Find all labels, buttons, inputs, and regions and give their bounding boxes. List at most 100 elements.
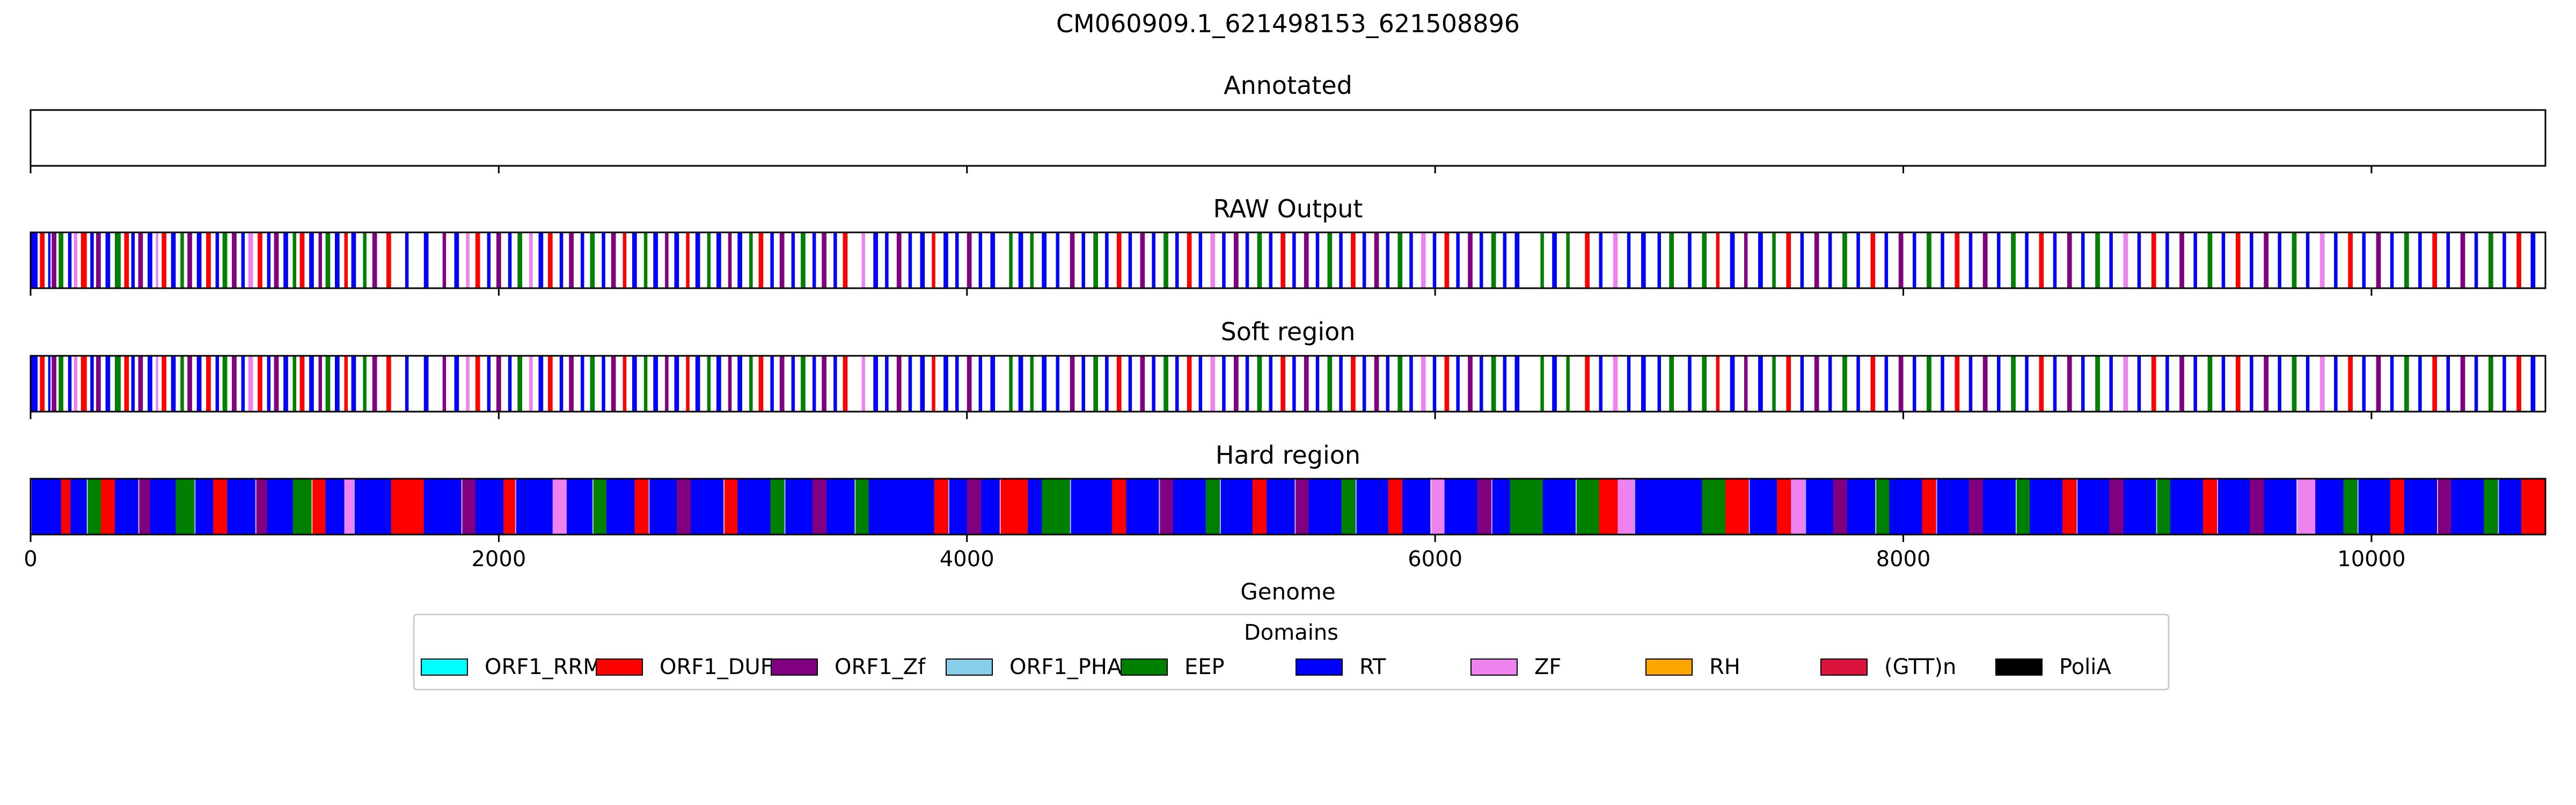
domain-segment xyxy=(695,232,700,288)
domain-segment xyxy=(1491,356,1496,412)
domain-block xyxy=(138,479,150,535)
domain-segment xyxy=(559,356,564,412)
domain-segment xyxy=(2165,232,2169,288)
domain-segment xyxy=(885,232,889,288)
block-separator xyxy=(1219,479,1221,535)
domain-segment xyxy=(1315,232,1320,288)
domain-segment xyxy=(283,232,288,288)
domain-segment xyxy=(943,356,948,412)
domain-segment xyxy=(180,356,184,412)
domain-block xyxy=(634,479,649,535)
domain-segment xyxy=(1657,356,1661,412)
block-separator xyxy=(2437,479,2438,535)
domain-segment xyxy=(1540,232,1544,288)
domain-segment xyxy=(932,356,935,412)
domain-segment xyxy=(1814,356,1819,412)
domain-segment xyxy=(131,232,135,288)
domain-block xyxy=(2217,479,2250,535)
domain-segment xyxy=(990,232,996,288)
domain-segment xyxy=(1456,356,1460,412)
domain-block xyxy=(353,479,392,535)
domain-segment xyxy=(423,232,429,288)
panel-ticks-raw-output xyxy=(30,288,2373,296)
domain-segment xyxy=(2530,356,2536,412)
domain-segment xyxy=(1800,232,1804,288)
domain-block xyxy=(1922,479,1937,535)
domain-segment xyxy=(1444,356,1450,412)
domain-segment xyxy=(454,356,459,412)
domain-segment xyxy=(632,232,637,288)
domain-block xyxy=(2357,479,2391,535)
domain-segment xyxy=(335,356,340,412)
domain-segment xyxy=(372,232,377,288)
domain-segment xyxy=(1613,356,1618,412)
panel-soft-region: Soft region xyxy=(30,317,2546,419)
domain-block xyxy=(999,479,1028,535)
legend-label: RH xyxy=(1709,655,1740,679)
domain-segment xyxy=(318,356,322,412)
domain-segment xyxy=(1856,232,1860,288)
domain-block xyxy=(255,479,268,535)
domain-segment xyxy=(1128,232,1132,288)
domain-segment xyxy=(1432,232,1437,288)
legend-swatch xyxy=(946,658,993,676)
domain-segment xyxy=(2474,356,2478,412)
domain-segment xyxy=(2319,356,2325,412)
domain-segment xyxy=(90,232,94,288)
domain-segment xyxy=(2516,232,2521,288)
domain-block xyxy=(606,479,635,535)
domain-block xyxy=(691,479,724,535)
block-separator xyxy=(2498,479,2499,535)
domain-segment xyxy=(1758,356,1763,412)
legend-swatch xyxy=(1820,658,1868,676)
x-tick-label: 2000 xyxy=(471,547,526,572)
domain-segment xyxy=(299,232,305,288)
block-separator xyxy=(1430,479,1432,535)
domain-segment xyxy=(896,356,902,412)
domain-segment xyxy=(1627,356,1631,412)
domain-segment xyxy=(2334,356,2338,412)
domain-segment xyxy=(2235,232,2241,288)
domain-segment xyxy=(1540,356,1544,412)
domain-segment xyxy=(1374,232,1379,288)
domain-segment xyxy=(68,356,72,412)
domain-segment xyxy=(363,232,367,288)
domain-segment xyxy=(896,232,902,288)
domain-segment xyxy=(779,356,785,412)
domain-segment xyxy=(1030,232,1034,288)
domain-segment xyxy=(1842,356,1847,412)
legend-swatch xyxy=(1470,658,1518,676)
domain-segment xyxy=(2235,356,2241,412)
domain-segment xyxy=(1599,356,1602,412)
domain-segment xyxy=(2011,232,2016,288)
panel-title-hard-region: Hard region xyxy=(1216,441,1360,470)
domain-segment xyxy=(386,356,391,412)
legend-label: (GTT)n xyxy=(1884,655,1956,679)
panel-marks-hard-region xyxy=(31,479,2546,535)
domain-segment xyxy=(1955,356,1960,412)
domain-segment xyxy=(2053,232,2057,288)
domain-segment xyxy=(873,232,878,288)
domain-segment xyxy=(222,232,228,288)
domain-segment xyxy=(2306,232,2310,288)
domain-block xyxy=(967,479,982,535)
domain-segment xyxy=(2432,232,2437,288)
block-separator xyxy=(2217,479,2218,535)
domain-block xyxy=(1542,479,1576,535)
panel-hard-region: Hard region 0 2000 4000 6000 8000 10000 xyxy=(24,441,2546,572)
domain-segment xyxy=(749,232,753,288)
domain-segment xyxy=(1292,232,1296,288)
domain-block xyxy=(461,479,476,535)
panel-ticks-hard-region xyxy=(30,535,2373,542)
domain-segment xyxy=(2404,232,2409,288)
domain-segment xyxy=(1198,232,1203,288)
domain-segment xyxy=(932,232,935,288)
domain-segment xyxy=(1362,356,1366,412)
block-separator xyxy=(1805,479,1806,535)
domain-segment xyxy=(2193,356,2197,412)
block-separator xyxy=(2156,479,2157,535)
domain-segment xyxy=(1009,356,1013,412)
domain-segment xyxy=(2250,232,2253,288)
block-separator xyxy=(999,479,1001,535)
domain-segment xyxy=(2489,356,2493,412)
